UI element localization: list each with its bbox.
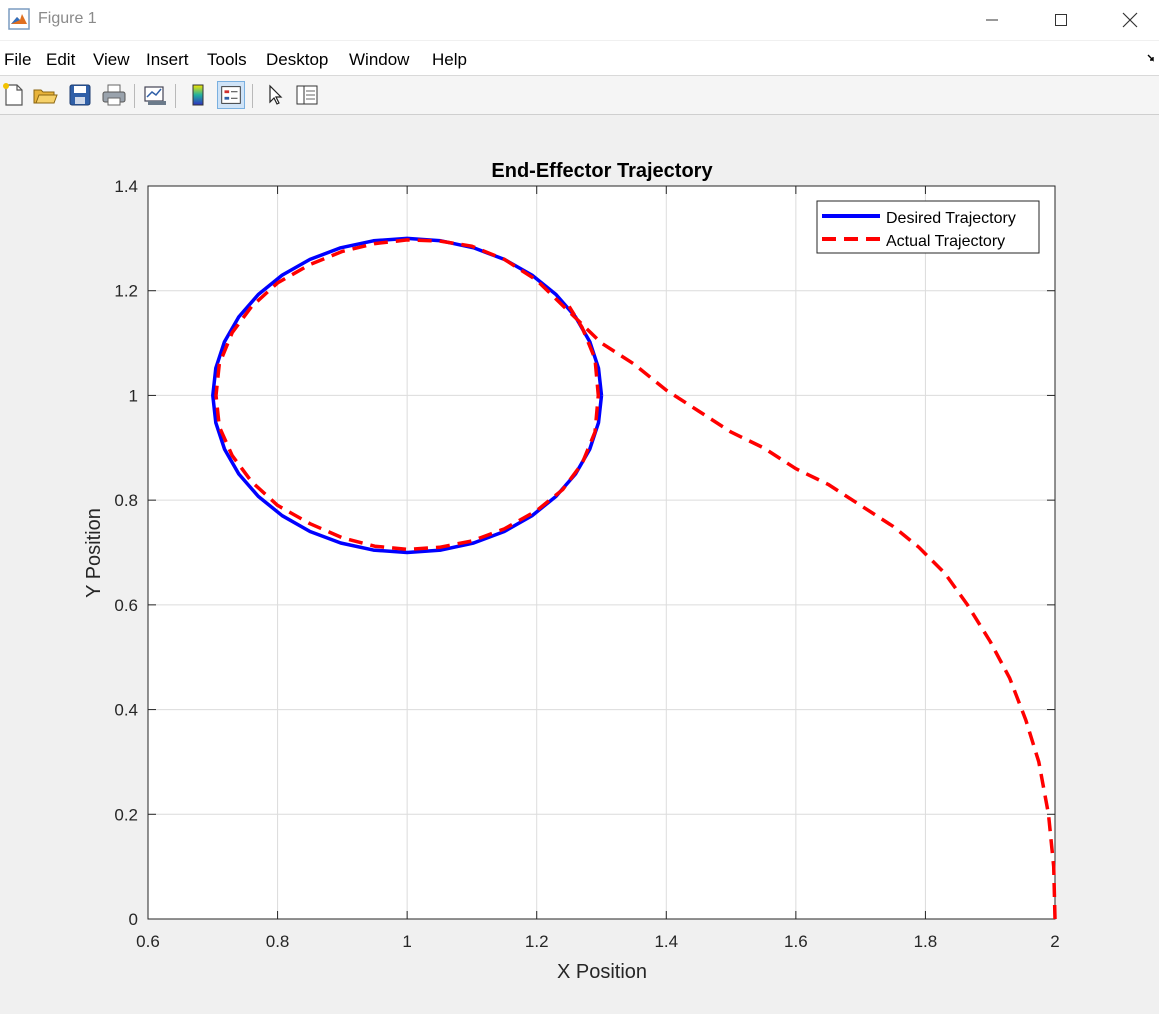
save-icon[interactable] [66, 81, 94, 109]
menu-tools[interactable]: Tools [207, 50, 247, 69]
chart[interactable]: 0.6 0.8 1 1.2 1.4 1.6 1.8 2 0 0.2 0.4 0.6 0.8 1 1.2 1.… [0, 115, 1159, 1009]
menu-bar: File Edit View Insert Tools Desktop Wind… [0, 41, 1159, 76]
menu-help[interactable]: Help [432, 50, 467, 69]
legend-label-actual: Actual Trajectory [886, 233, 1005, 250]
dock-arrow-icon[interactable] [1147, 53, 1157, 63]
y-tick-labels: 0 0.2 0.4 0.6 0.8 1 1.2 1.4 [114, 177, 138, 929]
close-button[interactable] [1096, 0, 1159, 40]
x-tick-label: 1.8 [914, 932, 938, 951]
menu-insert[interactable]: Insert [146, 50, 189, 69]
y-tick-label: 0.2 [114, 805, 138, 824]
y-tick-label: 1.4 [114, 177, 138, 196]
minimize-button[interactable] [958, 0, 1026, 40]
y-tick-label: 0.4 [114, 701, 138, 720]
x-tick-label: 0.6 [136, 932, 160, 951]
x-axis-label: X Position [557, 961, 647, 983]
menu-file[interactable]: File [4, 50, 32, 69]
minimize-icon [986, 19, 998, 21]
menu-window[interactable]: Window [349, 50, 410, 69]
figure-area: 0.6 0.8 1 1.2 1.4 1.6 1.8 2 0 0.2 0.4 0.6 0.8 1 1.2 1.… [0, 115, 1159, 1009]
menu-edit[interactable]: Edit [46, 50, 76, 69]
new-figure-icon[interactable] [0, 81, 28, 109]
menu-desktop[interactable]: Desktop [266, 50, 329, 69]
y-tick-label: 0 [129, 910, 138, 929]
colorbar-icon[interactable] [184, 81, 212, 109]
menu-view[interactable]: View [93, 50, 130, 69]
x-tick-label: 0.8 [266, 932, 290, 951]
chart-title: End-Effector Trajectory [491, 160, 713, 182]
y-tick-label: 0.8 [114, 491, 138, 510]
toolbar-separator [175, 84, 176, 108]
open-file-icon[interactable] [31, 81, 59, 109]
figure-toolbar [0, 76, 1159, 115]
property-inspector-icon[interactable] [293, 81, 321, 109]
actual-trajectory-line [214, 238, 1057, 920]
maximize-button[interactable] [1027, 0, 1095, 40]
legend-icon[interactable] [217, 81, 245, 109]
y-tick-label: 0.6 [114, 596, 138, 615]
toolbar-separator [134, 84, 135, 108]
close-icon [1122, 12, 1138, 28]
axes-box [147, 185, 1056, 920]
edit-plot-arrow-icon[interactable] [261, 81, 289, 109]
link-plot-icon[interactable] [141, 81, 169, 109]
series-layer [211, 236, 1057, 920]
plot-background [148, 186, 1055, 919]
x-tick-labels: 0.6 0.8 1 1.2 1.4 1.6 1.8 2 [136, 932, 1060, 951]
x-tick-label: 1.2 [525, 932, 549, 951]
legend[interactable]: Desired Trajectory Actual Trajectory [816, 200, 1040, 254]
matlab-app-icon [8, 8, 30, 30]
y-tick-label: 1 [129, 386, 138, 405]
legend-label-desired: Desired Trajectory [886, 210, 1016, 227]
toolbar-separator [252, 84, 253, 108]
maximize-icon [1055, 14, 1067, 26]
y-tick-label: 1.2 [114, 282, 138, 301]
print-icon[interactable] [100, 81, 128, 109]
title-bar: Figure 1 [0, 0, 1159, 40]
legend-box [816, 200, 1040, 254]
x-tick-label: 1.6 [784, 932, 808, 951]
x-tick-label: 1 [402, 932, 411, 951]
y-axis-label: Y Position [83, 508, 105, 598]
x-tick-label: 2 [1050, 932, 1059, 951]
tick-marks [147, 185, 1056, 920]
x-tick-label: 1.4 [654, 932, 678, 951]
window-title: Figure 1 [38, 10, 97, 27]
